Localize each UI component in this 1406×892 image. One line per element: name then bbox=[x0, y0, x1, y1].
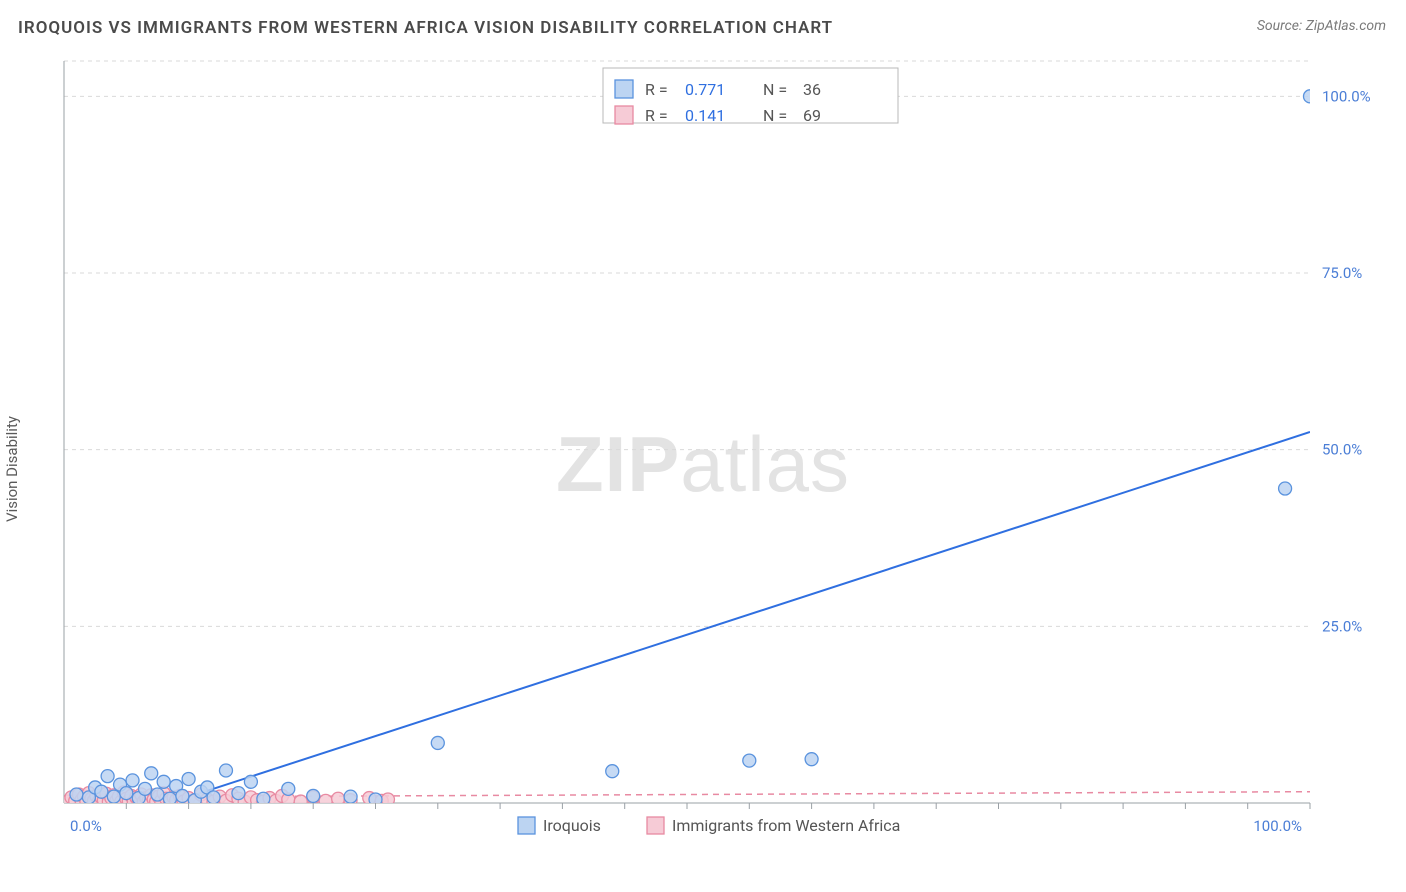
point-iroquois bbox=[145, 767, 158, 780]
legend-r-label: R = bbox=[645, 106, 668, 125]
point-immigrants_wa bbox=[319, 794, 332, 807]
legend-r-value: 0.141 bbox=[685, 106, 725, 125]
point-iroquois bbox=[307, 789, 320, 802]
y-tick-label: 75.0% bbox=[1322, 264, 1362, 282]
y-tick-label: 50.0% bbox=[1322, 441, 1362, 459]
legend-label-iroquois: Iroquois bbox=[543, 816, 601, 835]
legend-n-value: 69 bbox=[803, 106, 821, 125]
point-iroquois bbox=[1304, 90, 1317, 103]
y-axis-label: Vision Disability bbox=[3, 416, 21, 522]
point-iroquois bbox=[743, 754, 756, 767]
point-iroquois bbox=[151, 788, 164, 801]
point-iroquois bbox=[431, 736, 444, 749]
point-iroquois bbox=[126, 774, 139, 787]
legend-n-label: N = bbox=[763, 106, 787, 125]
regression-line-iroquois bbox=[126, 432, 1310, 817]
point-iroquois bbox=[1279, 482, 1292, 495]
source-label: Source: ZipAtlas.com bbox=[1257, 18, 1386, 34]
point-iroquois bbox=[176, 789, 189, 802]
point-iroquois bbox=[70, 788, 83, 801]
point-iroquois bbox=[138, 782, 151, 795]
legend-r-label: R = bbox=[645, 80, 668, 99]
legend-swatch-immigrants_wa bbox=[615, 106, 633, 124]
legend-swatch-iroquois bbox=[518, 817, 535, 834]
scatter-plot: 25.0% 50.0% 75.0% 100.0% 0.0% 100.0% R = 0.771 N… bbox=[58, 55, 1378, 845]
legend-r-value: 0.771 bbox=[685, 80, 725, 99]
point-iroquois bbox=[157, 775, 170, 788]
y-tick-label: 25.0% bbox=[1322, 617, 1362, 635]
legend-series: Iroquois Immigrants from Western Africa bbox=[518, 816, 900, 835]
legend-swatch-iroquois bbox=[615, 80, 633, 98]
legend-label-immigrants_wa: Immigrants from Western Africa bbox=[672, 816, 900, 835]
point-immigrants_wa bbox=[381, 793, 394, 806]
legend-swatch-immigrants_wa bbox=[647, 817, 664, 834]
y-tick-label: 100.0% bbox=[1322, 87, 1371, 105]
point-iroquois bbox=[207, 791, 220, 804]
x-tick-label: 100.0% bbox=[1253, 817, 1302, 835]
point-iroquois bbox=[101, 770, 114, 783]
chart-container: IROQUOIS VS IMMIGRANTS FROM WESTERN AFRI… bbox=[0, 0, 1406, 892]
legend-n-value: 36 bbox=[803, 80, 821, 99]
point-immigrants_wa bbox=[294, 795, 307, 808]
point-iroquois bbox=[344, 790, 357, 803]
point-iroquois bbox=[120, 787, 133, 800]
point-iroquois bbox=[95, 785, 108, 798]
x-tick-label: 0.0% bbox=[70, 817, 102, 835]
point-iroquois bbox=[182, 772, 195, 785]
legend-n-label: N = bbox=[763, 80, 787, 99]
point-iroquois bbox=[805, 753, 818, 766]
legend-correlation: R = 0.771 N = 36 R = 0.141 N = 69 bbox=[603, 68, 898, 125]
chart-area: Vision Disability ZIPatlas 25.0%50.0%75.… bbox=[18, 55, 1388, 882]
point-iroquois bbox=[107, 790, 120, 803]
chart-title: IROQUOIS VS IMMIGRANTS FROM WESTERN AFRI… bbox=[18, 18, 833, 38]
point-iroquois bbox=[282, 782, 295, 795]
point-iroquois bbox=[606, 765, 619, 778]
point-iroquois bbox=[244, 775, 257, 788]
point-iroquois bbox=[232, 787, 245, 800]
point-iroquois bbox=[219, 764, 232, 777]
